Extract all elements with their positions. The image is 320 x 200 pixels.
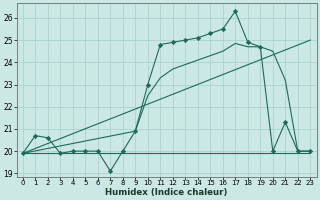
X-axis label: Humidex (Indice chaleur): Humidex (Indice chaleur) — [105, 188, 228, 197]
